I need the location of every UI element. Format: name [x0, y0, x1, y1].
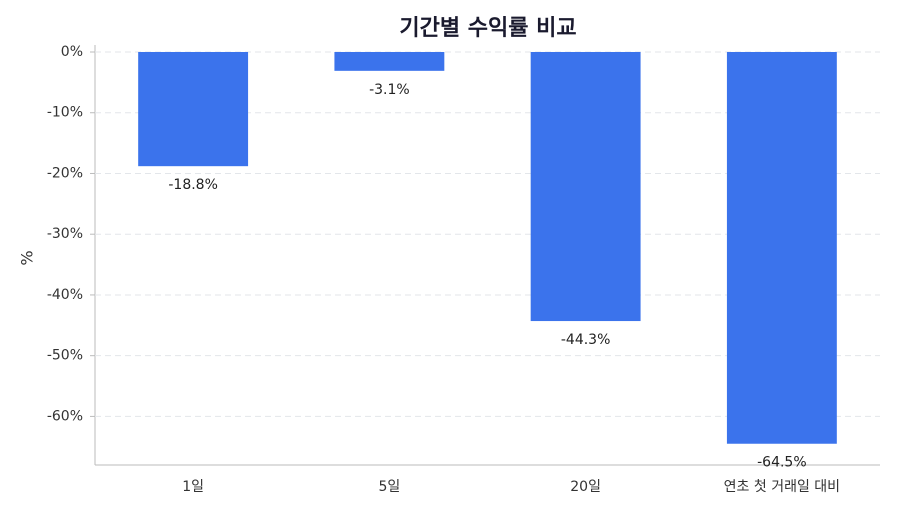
y-tick-label: -40%: [47, 287, 83, 303]
x-tick-label: 5일: [378, 479, 400, 495]
x-tick-label: 연초 첫 거래일 대비: [724, 479, 840, 495]
chart-title: 기간별 수익률 비교: [399, 16, 576, 41]
y-axis-label: %: [18, 250, 37, 265]
bar: [530, 52, 641, 322]
x-tick-label: 20일: [570, 479, 601, 495]
value-label: -64.5%: [757, 455, 807, 471]
bar: [138, 52, 249, 167]
bar: [334, 52, 445, 71]
x-tick-label: 1일: [182, 479, 204, 495]
y-tick-label: -50%: [47, 348, 83, 364]
y-tick-label: -10%: [47, 105, 83, 121]
value-label: -3.1%: [369, 82, 410, 98]
y-tick-label: -60%: [47, 408, 83, 424]
bar: [726, 52, 837, 444]
value-label: -18.8%: [168, 177, 218, 193]
y-tick-label: -20%: [47, 165, 83, 181]
value-label: -44.3%: [561, 332, 611, 348]
y-tick-label: -30%: [47, 226, 83, 242]
y-tick-label: 0%: [61, 44, 83, 60]
